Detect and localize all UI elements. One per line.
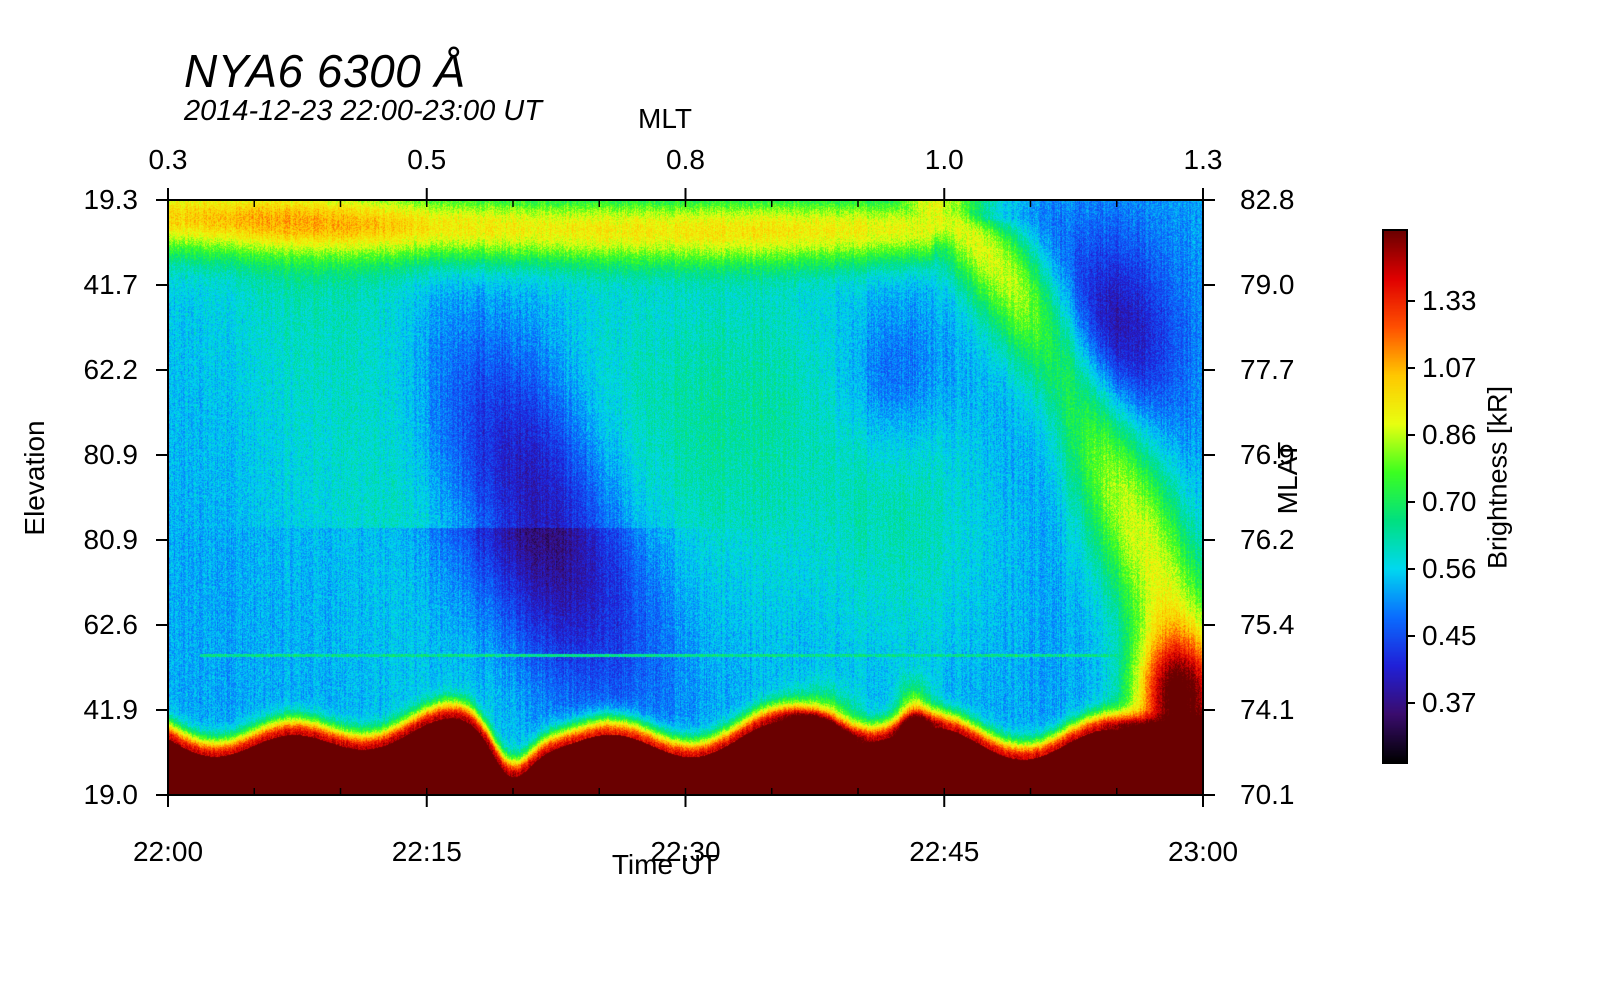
right-tick-label: 77.7	[1240, 354, 1295, 385]
right-tick-label: 70.1	[1240, 779, 1295, 810]
x-tick-label: 22:15	[391, 836, 462, 867]
right-tick-label: 82.8	[1240, 184, 1295, 215]
top-tick-label: 1.0	[924, 144, 964, 175]
y-tick-label: 41.7	[83, 269, 139, 300]
top-tick-label: 0.5	[407, 144, 447, 175]
y-tick-label: 41.9	[83, 694, 139, 725]
y-tick-label: 80.9	[83, 524, 139, 555]
right-tick-label: 76.2	[1240, 524, 1295, 555]
y-tick-label: 80.9	[83, 439, 139, 470]
colorbar-tick-label: 0.70	[1422, 486, 1477, 517]
colorbar-tick-label: 0.86	[1422, 419, 1477, 450]
y-tick-label: 62.6	[83, 609, 139, 640]
right-tick-label: 75.4	[1240, 609, 1295, 640]
right-tick-label: 74.1	[1240, 694, 1295, 725]
colorbar-frame	[1382, 229, 1408, 764]
heatmap-image	[168, 200, 1203, 795]
top-tick-label: 0.3	[148, 144, 188, 175]
colorbar-tick-label: 1.07	[1422, 352, 1477, 383]
right-tick-label: 76.9	[1240, 439, 1295, 470]
colorbar-tick-label: 0.45	[1422, 620, 1477, 651]
right-tick-label: 79.0	[1240, 269, 1295, 300]
x-tick-label: 22:00	[132, 836, 204, 867]
colorbar-tick-label: 0.37	[1422, 687, 1477, 718]
y-tick-label: 19.0	[83, 779, 139, 810]
chart-subtitle: 2014-12-23 22:00-23:00 UT	[184, 95, 542, 127]
chart-title: NYA6 6300 Å	[184, 45, 466, 97]
top-axis-label: MLT	[638, 103, 692, 134]
top-tick-label: 1.3	[1183, 144, 1223, 175]
plot-frame	[167, 199, 1204, 796]
top-tick-label: 0.8	[666, 144, 705, 175]
x-tick-label: 22:30	[650, 836, 721, 867]
x-tick-label: 23:00	[1167, 836, 1239, 867]
colorbar-tick-label: 1.33	[1422, 285, 1477, 316]
x-tick-label: 22:45	[909, 836, 980, 867]
y-tick-label: 62.2	[83, 354, 139, 385]
colorbar-tick-label: 0.56	[1422, 553, 1477, 584]
colorbar-gradient	[1383, 230, 1407, 763]
y-tick-label: 19.3	[83, 184, 139, 215]
x-axis-label: Time UT	[611, 849, 719, 880]
